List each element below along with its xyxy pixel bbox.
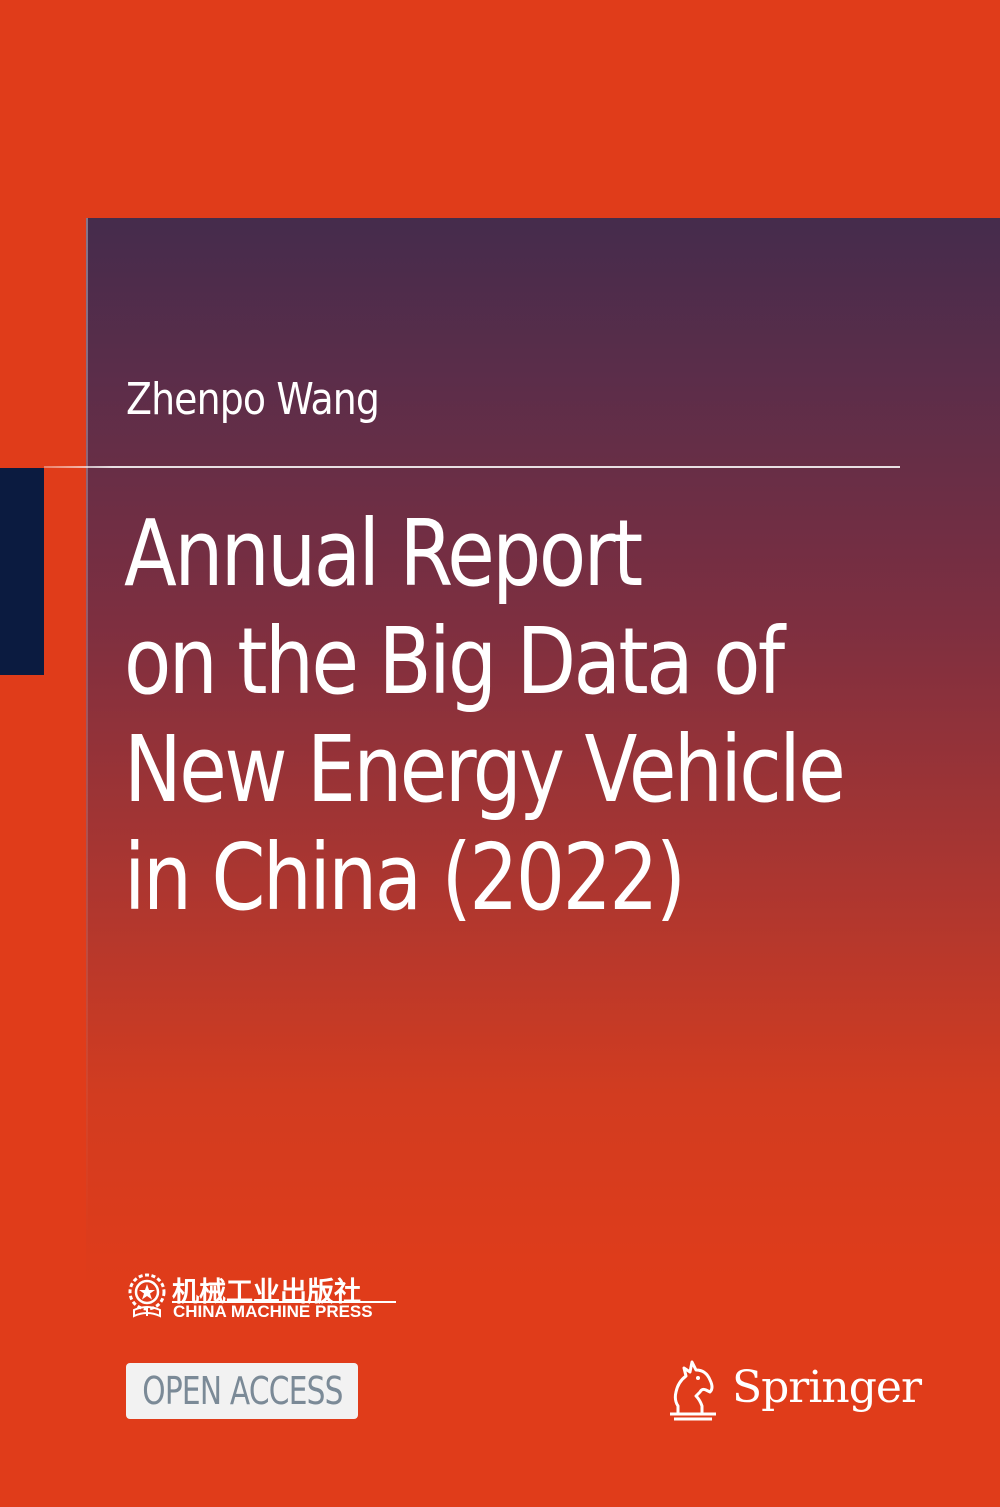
- author-name: Zhenpo Wang: [126, 374, 380, 425]
- panel-edge-line: [86, 218, 88, 1238]
- springer-logo: Springer: [666, 1356, 922, 1426]
- publisher-name-underline: [172, 1301, 396, 1303]
- springer-horse-icon: [670, 1360, 716, 1421]
- gear-star-emblem-icon: [128, 1273, 166, 1318]
- author-divider: [44, 466, 900, 468]
- open-access-badge: OPEN ACCESS: [126, 1363, 358, 1419]
- title-line-2: on the Big Data of: [124, 608, 785, 715]
- open-access-label: OPEN ACCESS: [141, 1369, 343, 1413]
- title-line-1: Annual Report: [124, 500, 643, 607]
- cover-gradient-panel: [86, 218, 1000, 1290]
- book-title: Annual Report on the Big Data of New Ene…: [124, 500, 846, 932]
- title-line-3: New Energy Vehicle: [124, 716, 846, 823]
- series-color-tab: [0, 468, 44, 675]
- publisher-name-english: CHINA MACHINE PRESS: [173, 1302, 373, 1321]
- title-line-4: in China (2022): [124, 824, 686, 931]
- springer-wordmark: Springer: [732, 1362, 922, 1413]
- china-machine-press-logo: 机械工业出版社 CHINA MACHINE PRESS: [126, 1270, 416, 1330]
